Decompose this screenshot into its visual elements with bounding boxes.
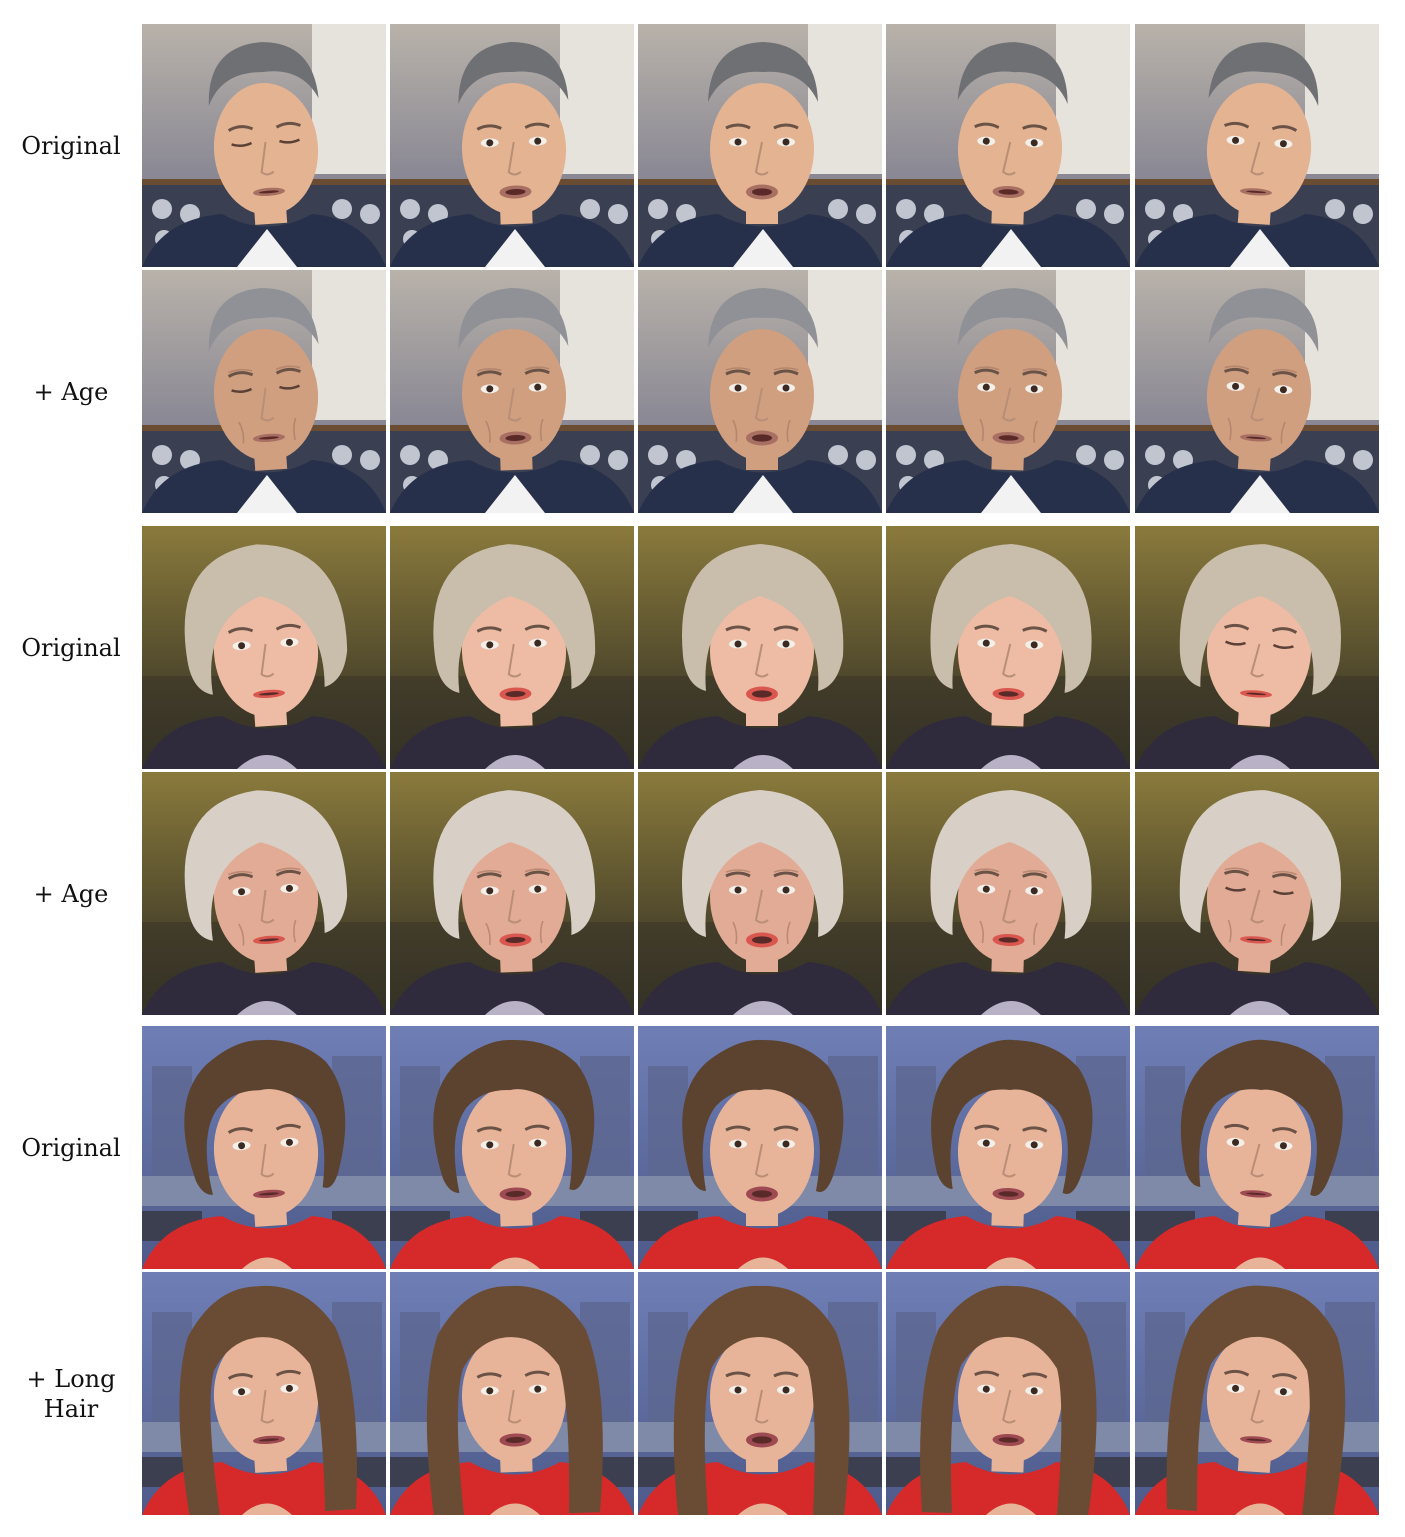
- row-label-2: + Age: [0, 270, 142, 514]
- photo-tile-row4-col1: [142, 772, 386, 1015]
- photo-tile-row1-col4: [886, 24, 1130, 267]
- row-label-3-line-1: Original: [21, 633, 121, 662]
- photo-tile-row3-col1: [142, 526, 386, 769]
- photo-tile-row1-col2: [390, 24, 634, 267]
- row-label-6-line-2: Hair: [43, 1395, 99, 1423]
- photo-tile-row6-col1: [142, 1272, 386, 1515]
- photo-tile-row5-col5: [1135, 1026, 1379, 1269]
- photo-tile-row2-col2: [390, 270, 634, 513]
- row-label-5: Original: [0, 1026, 142, 1269]
- photo-tile-row3-col2: [390, 526, 634, 769]
- photo-tile-row1-col1: [142, 24, 386, 267]
- row-label-6-line-1: + Long: [26, 1365, 116, 1393]
- row-label-1-line-1: Original: [21, 132, 121, 160]
- row-label-6: + Long Hair: [0, 1272, 142, 1516]
- photo-tile-row5-col1: [142, 1026, 386, 1269]
- photo-tile-row4-col3: [638, 772, 882, 1015]
- photo-tile-row2-col4: [886, 270, 1130, 513]
- photo-tile-row3-col5: [1135, 526, 1379, 769]
- photo-tile-row1-col5: [1135, 24, 1379, 267]
- photo-tile-row4-col5: [1135, 772, 1379, 1015]
- row-label-4-line-1: + Age: [33, 879, 109, 908]
- photo-tile-row3-col4: [886, 526, 1130, 769]
- photo-tile-row5-col4: [886, 1026, 1130, 1269]
- photo-tile-row2-col3: [638, 270, 882, 513]
- photo-tile-row6-col5: [1135, 1272, 1379, 1515]
- photo-tile-row5-col2: [390, 1026, 634, 1269]
- photo-tile-row6-col4: [886, 1272, 1130, 1515]
- photo-tile-row2-col1: [142, 270, 386, 513]
- photo-tile-row6-col3: [638, 1272, 882, 1515]
- row-label-5-line-1: Original: [21, 1133, 121, 1162]
- photo-tile-row6-col2: [390, 1272, 634, 1515]
- photo-tile-row5-col3: [638, 1026, 882, 1269]
- photo-tile-row3-col3: [638, 526, 882, 769]
- row-label-1: Original: [0, 24, 142, 268]
- row-label-4: + Age: [0, 772, 142, 1015]
- photo-tile-row4-col2: [390, 772, 634, 1015]
- row-label-3: Original: [0, 526, 142, 769]
- photo-tile-row2-col5: [1135, 270, 1379, 513]
- photo-tile-row1-col3: [638, 24, 882, 267]
- row-label-2-line-1: + Age: [33, 378, 109, 406]
- photo-tile-row4-col4: [886, 772, 1130, 1015]
